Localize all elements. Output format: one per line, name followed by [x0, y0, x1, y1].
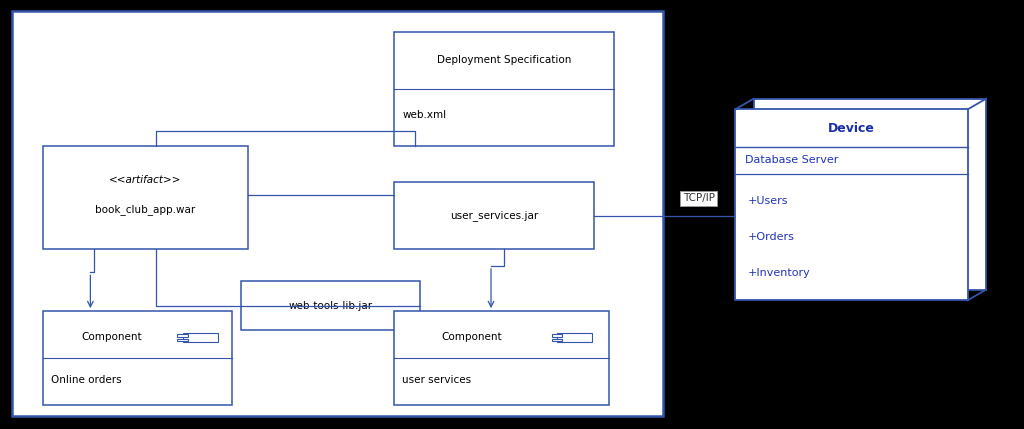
Bar [43, 311, 232, 405]
Bar [754, 99, 986, 290]
Bar [552, 338, 562, 341]
Text: <<artifact>>: <<artifact>> [110, 175, 181, 185]
Bar [735, 109, 968, 300]
Text: +Users: +Users [748, 196, 788, 206]
Text: +Inventory: +Inventory [748, 268, 810, 278]
Text: Deployment Specification: Deployment Specification [437, 55, 571, 65]
Bar [241, 281, 420, 330]
Bar [394, 311, 609, 405]
Bar [183, 332, 218, 342]
Bar [394, 182, 594, 249]
Bar [12, 11, 663, 416]
Text: +Orders: +Orders [748, 232, 795, 242]
Bar [394, 32, 614, 146]
Bar [557, 332, 592, 342]
Text: user services: user services [402, 375, 472, 385]
Text: TCP/IP: TCP/IP [683, 193, 715, 203]
Text: Component: Component [81, 332, 141, 342]
Text: Database Server: Database Server [745, 155, 839, 166]
Bar [177, 334, 187, 337]
Text: Online orders: Online orders [51, 375, 122, 385]
Bar [177, 338, 187, 341]
Text: user_services.jar: user_services.jar [450, 210, 539, 221]
Text: Device: Device [828, 121, 874, 135]
Text: Component: Component [441, 332, 502, 342]
Bar [552, 334, 562, 337]
Text: web-tools-lib.jar: web-tools-lib.jar [288, 301, 373, 311]
Text: web.xml: web.xml [402, 110, 446, 120]
Bar [43, 146, 248, 249]
Text: book_club_app.war: book_club_app.war [95, 204, 196, 215]
